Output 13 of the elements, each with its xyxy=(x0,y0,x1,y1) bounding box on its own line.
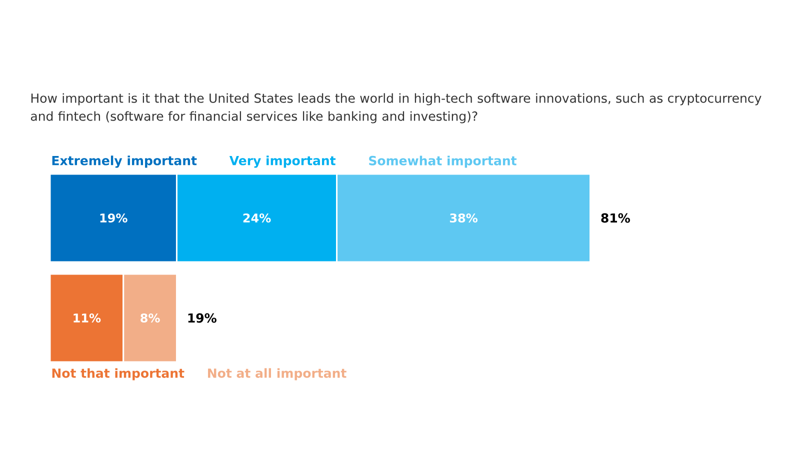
series-label: Not that important xyxy=(52,368,184,380)
data-label: 11% xyxy=(74,313,101,323)
data-label: 19% xyxy=(100,213,128,223)
total-label: 81% xyxy=(601,213,630,223)
series-label: Extremely important xyxy=(52,156,197,168)
data-label: 38% xyxy=(450,213,478,223)
series-label: Somewhat important xyxy=(369,156,517,168)
data-label: 8% xyxy=(140,313,160,323)
total-label: 19% xyxy=(188,313,216,323)
chart-title: How important is it that the United States leads the world in high-tech software innovations, such as cryptocurrency and fintech (software for financial services like banking and investing)? xyxy=(30,93,762,124)
data-label: 24% xyxy=(243,213,271,223)
text: Not at all important xyxy=(208,368,346,380)
series-label: Very important xyxy=(229,156,336,168)
